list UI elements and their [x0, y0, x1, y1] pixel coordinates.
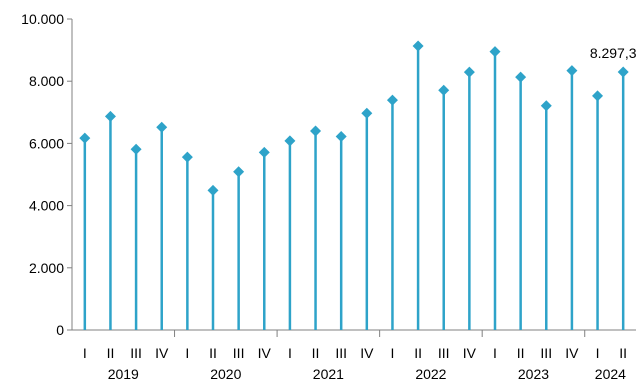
- data-point-marker: [104, 110, 116, 122]
- quarter-tick-label: IV: [360, 345, 374, 361]
- data-point-marker: [310, 125, 322, 137]
- y-tick-label: 10.000: [21, 11, 64, 27]
- data-point-marker: [540, 100, 552, 112]
- quarter-tick-label: III: [233, 345, 245, 361]
- data-point-marker: [233, 166, 245, 178]
- y-tick-label: 0: [56, 322, 64, 338]
- data-point-marker: [207, 184, 219, 196]
- quarter-tick-label: II: [414, 345, 422, 361]
- quarter-tick-label: I: [288, 345, 292, 361]
- quarter-tick-label: I: [83, 345, 87, 361]
- data-point-marker: [412, 40, 424, 52]
- data-point-marker: [489, 46, 501, 58]
- data-label: 8.297,3: [590, 45, 637, 61]
- year-label: 2023: [518, 366, 549, 380]
- quarter-tick-label: II: [517, 345, 525, 361]
- data-point-marker: [361, 107, 373, 119]
- quarter-tick-label: I: [596, 345, 600, 361]
- quarter-tick-label: II: [209, 345, 217, 361]
- quarter-tick-label: I: [493, 345, 497, 361]
- quarter-tick-label: II: [107, 345, 115, 361]
- quarter-tick-label: III: [335, 345, 347, 361]
- year-label: 2021: [313, 366, 344, 380]
- year-label: 2019: [108, 366, 139, 380]
- data-point-marker: [130, 143, 142, 155]
- data-point-marker: [592, 90, 604, 102]
- data-point-marker: [463, 66, 475, 78]
- y-tick-label: 4.000: [29, 198, 64, 214]
- data-point-marker: [79, 132, 91, 144]
- data-point-marker: [438, 84, 450, 96]
- data-point-marker: [386, 94, 398, 106]
- quarter-tick-label: III: [540, 345, 552, 361]
- quarter-tick-label: III: [438, 345, 450, 361]
- y-tick-label: 8.000: [29, 73, 64, 89]
- data-point-marker: [258, 146, 270, 158]
- year-label: 2022: [415, 366, 446, 380]
- data-point-marker: [566, 65, 578, 77]
- quarter-tick-label: III: [130, 345, 142, 361]
- y-tick-label: 2.000: [29, 260, 64, 276]
- quarter-tick-label: IV: [258, 345, 272, 361]
- data-point-marker: [335, 131, 347, 143]
- year-label: 2020: [210, 366, 241, 380]
- data-point-marker: [156, 121, 168, 133]
- quarter-tick-label: I: [391, 345, 395, 361]
- data-point-marker: [181, 151, 193, 163]
- quarter-tick-label: IV: [463, 345, 477, 361]
- quarter-tick-label: I: [185, 345, 189, 361]
- quarter-tick-label: II: [619, 345, 627, 361]
- quarter-tick-label: IV: [565, 345, 579, 361]
- y-tick-label: 6.000: [29, 135, 64, 151]
- quarter-tick-label: II: [312, 345, 320, 361]
- data-point-marker: [284, 135, 296, 147]
- data-point-marker: [617, 66, 629, 78]
- quarter-tick-label: IV: [155, 345, 169, 361]
- data-point-marker: [515, 71, 527, 83]
- year-label: 2024: [595, 366, 626, 380]
